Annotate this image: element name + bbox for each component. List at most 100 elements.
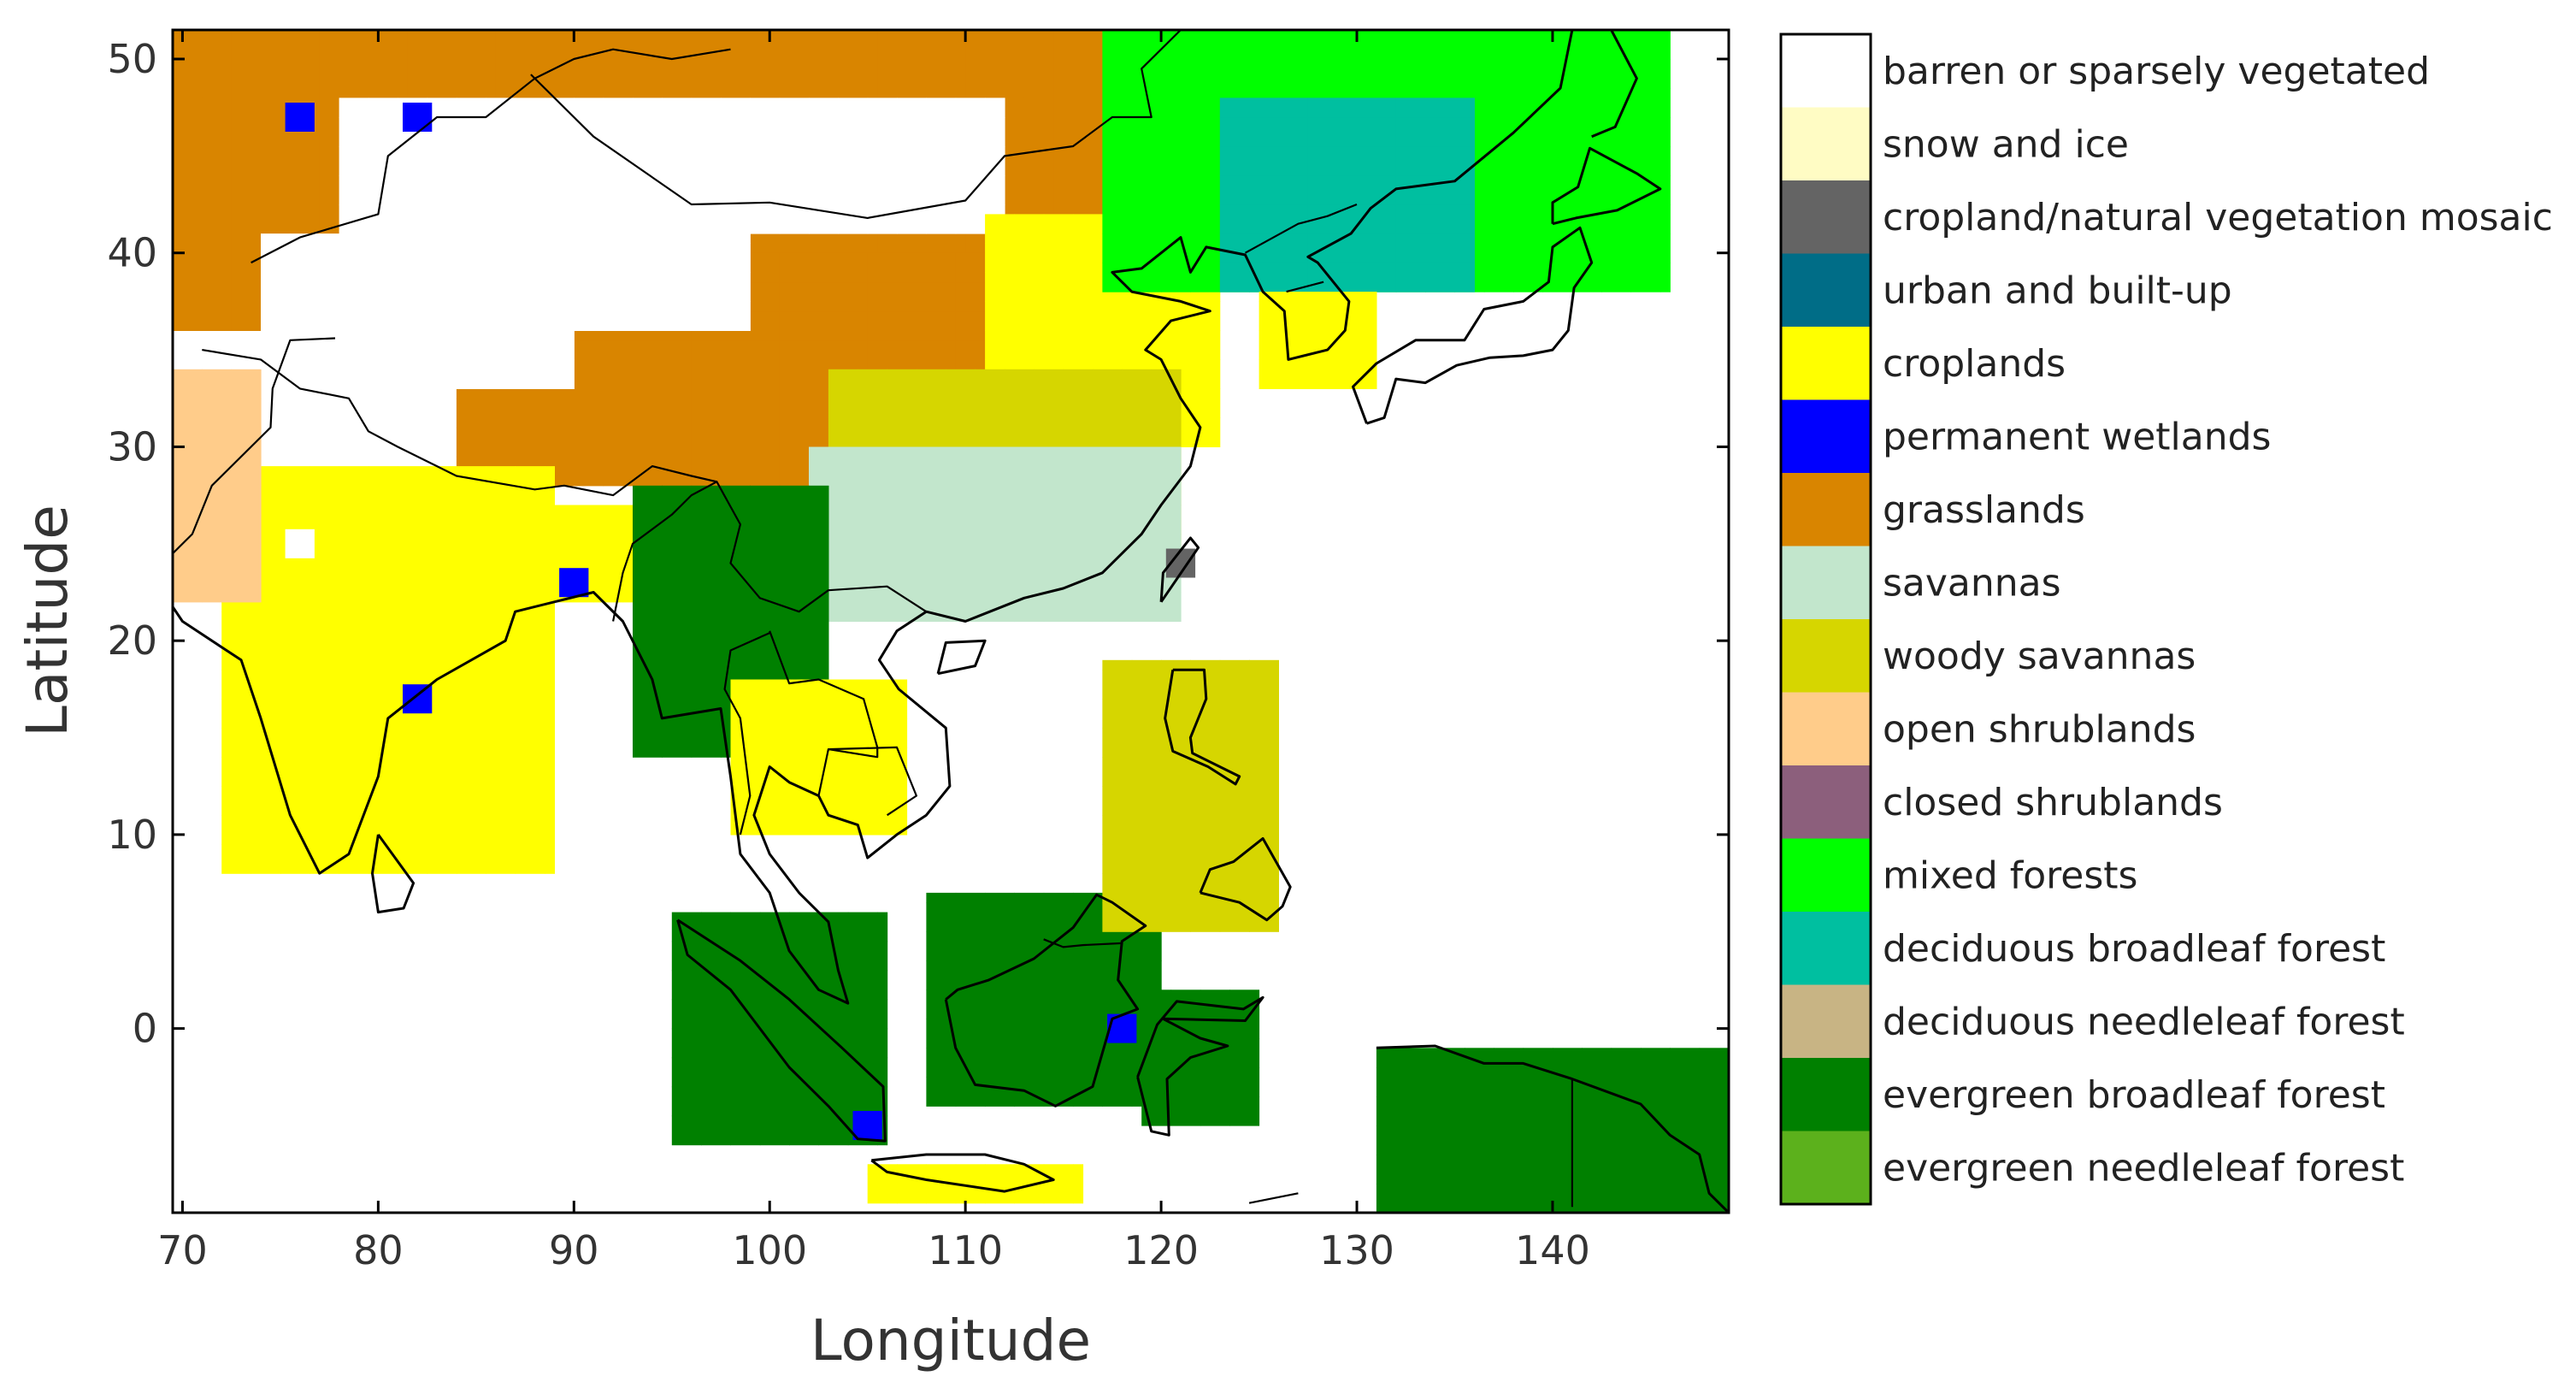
landcover-cell (1170, 989, 1201, 1010)
landcover-cell (750, 281, 781, 312)
landcover-cell (1464, 1184, 1494, 1213)
landcover-cell (495, 68, 526, 98)
landcover-cell (809, 340, 839, 370)
landcover-cell (1699, 1067, 1729, 1097)
y-tick-label: 40 (107, 230, 157, 276)
landcover-cell (1043, 1173, 1074, 1204)
landcover-cell (515, 146, 545, 176)
landcover-cell (642, 30, 673, 40)
landcover-cell (789, 912, 819, 942)
landcover-cell (563, 243, 594, 273)
landcover-cell (681, 214, 712, 244)
landcover-cell (495, 272, 526, 302)
legend-swatch-closed-shrublands (1781, 765, 1871, 839)
landcover-cell (867, 146, 898, 176)
landcover-cell (231, 272, 262, 302)
landcover-cell (710, 194, 741, 215)
landcover-cell (515, 398, 545, 428)
region-croplands (730, 679, 908, 836)
landcover-cell (319, 39, 350, 69)
landcover-cell (1141, 989, 1172, 1010)
landcover-cell (545, 757, 555, 787)
landcover-cell (701, 912, 731, 942)
landcover-cell (515, 427, 545, 458)
landcover-cell (818, 776, 849, 806)
landcover-cell (398, 175, 428, 205)
landcover-cell (1347, 292, 1377, 302)
landcover-cell (877, 688, 908, 719)
landcover-cell (1219, 757, 1250, 787)
landcover-cell (1494, 1048, 1524, 1068)
landcover-cell (955, 1164, 986, 1175)
landcover-cell (525, 30, 555, 40)
landcover-cell (583, 39, 614, 69)
landcover-cell (1023, 68, 1054, 98)
landcover-cell (1249, 30, 1279, 60)
landcover-cell (309, 786, 340, 816)
landcover-cell (221, 611, 252, 641)
landcover-cell (1053, 156, 1084, 186)
landcover-cell (681, 301, 712, 331)
legend-frame (1779, 32, 1872, 1206)
landcover-cell (847, 1028, 878, 1059)
landcover-cell (1337, 263, 1367, 292)
country-border (173, 337, 336, 555)
landcover-cell (1219, 699, 1250, 729)
landcover-cell (1435, 1184, 1465, 1213)
landcover-cell (730, 1057, 761, 1088)
landcover-cell (1395, 175, 1426, 205)
landcover-cell (740, 194, 751, 215)
landcover-cell (779, 204, 810, 234)
landcover-cell (456, 786, 486, 816)
landcover-cell (985, 505, 1015, 535)
landcover-cell (349, 30, 379, 40)
landcover-cell (867, 281, 898, 312)
landcover-cell (574, 146, 604, 176)
landcover-cell (633, 456, 663, 487)
landcover-cell (319, 243, 350, 273)
landcover-cell (1425, 30, 1456, 60)
landcover-cell (427, 146, 457, 176)
landcover-cell (1366, 30, 1397, 60)
landcover-cell (545, 398, 575, 428)
coastline (936, 639, 987, 676)
landcover-cell (1317, 292, 1348, 302)
landcover-cell (1523, 1125, 1553, 1155)
landcover-cell (779, 97, 810, 118)
landcover-cell (231, 398, 262, 428)
landcover-cell (887, 417, 917, 447)
landcover-cell (173, 127, 203, 157)
landcover-cell (691, 582, 722, 612)
landcover-cell (368, 582, 398, 612)
landcover-cell (651, 214, 682, 244)
landcover-cell (926, 146, 957, 176)
landcover-cell (750, 340, 781, 370)
landcover-cell (456, 495, 486, 525)
landcover-cell (1494, 1184, 1524, 1213)
landcover-cell (398, 611, 428, 641)
landcover-cell (838, 310, 869, 341)
landcover-cell (290, 243, 321, 273)
landcover-cell (563, 505, 594, 516)
country-border (202, 349, 717, 497)
landcover-cell (1014, 330, 1045, 360)
landcover-cell (1513, 59, 1544, 89)
landcover-cell (867, 475, 898, 506)
landcover-cell (779, 524, 810, 554)
landcover-cell (789, 747, 819, 777)
landcover-cell (759, 718, 790, 748)
landcover-cell (603, 456, 634, 487)
landcover-cell (456, 146, 486, 176)
landcover-cell (554, 359, 575, 389)
landcover-cell (779, 281, 810, 312)
landcover-cell (202, 127, 233, 157)
landcover-cell (563, 272, 594, 302)
landcover-cell (1278, 146, 1309, 176)
landcover-cell (339, 175, 369, 205)
landcover-cell (701, 1028, 731, 1059)
landcover-cell (1190, 902, 1221, 932)
landcover-cell (1571, 30, 1602, 60)
landcover-cell (847, 970, 878, 1001)
landcover-cell (1425, 146, 1456, 176)
landcover-cell (1483, 59, 1514, 89)
